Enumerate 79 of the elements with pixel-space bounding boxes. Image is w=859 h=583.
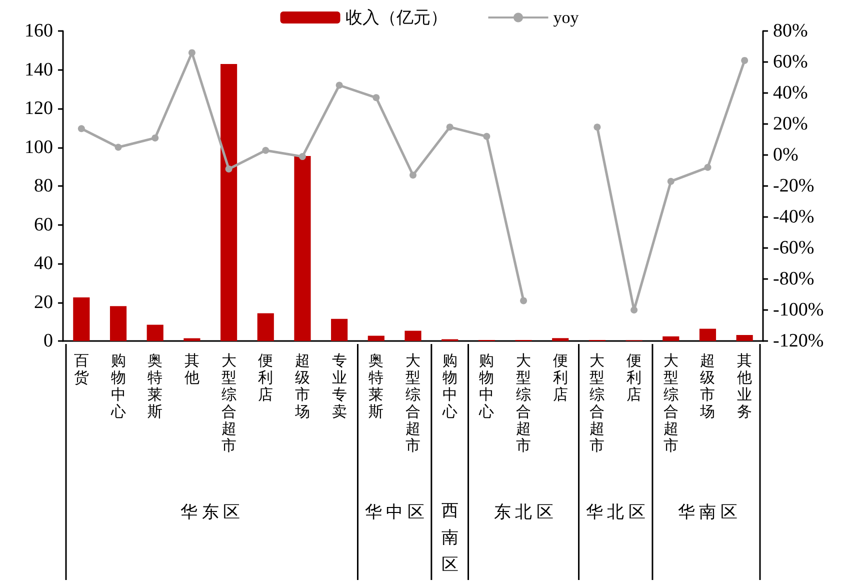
point xyxy=(188,49,196,56)
point xyxy=(372,94,380,102)
point xyxy=(704,164,712,171)
y-tick-label: 120 xyxy=(24,98,53,119)
bar xyxy=(662,336,680,341)
y2-tick-label: 0% xyxy=(773,144,798,166)
y2-tick-label: -20% xyxy=(773,176,814,196)
point xyxy=(78,125,85,132)
point xyxy=(594,124,601,131)
y-tick-label: 100 xyxy=(24,136,53,158)
point xyxy=(667,178,674,185)
x-tick-label: 购物中心 xyxy=(110,354,126,420)
x-tick-label: 其他业务 xyxy=(737,352,752,420)
point xyxy=(741,56,748,64)
y2-tick-label: 40% xyxy=(773,82,808,104)
bar xyxy=(294,156,311,341)
y-tick-label: 20 xyxy=(34,292,53,313)
point xyxy=(446,124,454,131)
y2-tick-label: -80% xyxy=(773,268,814,290)
y2-tick-label: 80% xyxy=(773,20,808,42)
y2-tick-label: -100% xyxy=(773,300,824,320)
point xyxy=(298,153,306,160)
x-tick-label: 超级市场 xyxy=(699,352,716,420)
point xyxy=(520,297,528,304)
text: 华 东 区 xyxy=(180,502,240,522)
x-tick-label: 大型综合超市 xyxy=(590,352,605,454)
bar xyxy=(404,330,422,341)
bar xyxy=(220,64,238,341)
point xyxy=(114,144,122,151)
x-tick-label: 大型综合超市 xyxy=(406,352,420,454)
bar xyxy=(331,318,348,341)
text: 华 南 区 xyxy=(678,502,738,522)
x-tick-label: 大型综合超市 xyxy=(516,352,532,454)
x-tick-label: 百货 xyxy=(74,354,89,386)
y-tick-label: 160 xyxy=(24,20,53,42)
x-tick-label: 超级市场 xyxy=(294,352,310,420)
text: 东 北 区 xyxy=(494,502,554,522)
x-tick-label: 购物中心 xyxy=(478,354,494,420)
legend-label: 收入（亿元） xyxy=(345,8,448,27)
point xyxy=(336,82,343,89)
bar xyxy=(699,328,716,341)
x-tick-label: 奥特莱斯 xyxy=(368,352,384,420)
y-tick-label: 0 xyxy=(44,330,53,352)
x-tick-label: 大型综合超市 xyxy=(221,352,236,454)
point xyxy=(225,165,232,172)
bar xyxy=(73,297,90,341)
point xyxy=(152,134,159,142)
point xyxy=(410,172,416,179)
y-tick-label: 60 xyxy=(34,214,53,236)
point xyxy=(262,146,270,154)
y2-tick-label: 60% xyxy=(773,52,808,72)
bar xyxy=(146,324,164,341)
bar xyxy=(552,338,569,341)
y2-tick-label: -60% xyxy=(773,238,814,258)
x-tick-label: 其他 xyxy=(184,352,200,386)
bar xyxy=(736,334,753,341)
x-tick-label: 便利店 xyxy=(258,354,274,404)
point xyxy=(630,306,638,314)
y2-tick-label: -40% xyxy=(773,206,814,228)
bar xyxy=(110,306,127,341)
bar xyxy=(257,313,274,341)
y-tick-label: 140 xyxy=(24,59,53,80)
bar xyxy=(368,336,384,341)
x-tick-label: 大型综合超市 xyxy=(663,352,678,454)
x-tick-label: 便利店 xyxy=(626,354,642,404)
point xyxy=(483,132,490,140)
x-tick-label: 奥特莱斯 xyxy=(148,352,163,420)
text: 华 北 区 xyxy=(586,502,646,522)
x-tick-label: 便利店 xyxy=(552,354,568,404)
text: 华 中 区 xyxy=(364,502,424,522)
y2-tick-label: 20% xyxy=(773,114,808,134)
y-tick-label: 40 xyxy=(34,253,53,274)
x-tick-label: 专业专卖 xyxy=(332,352,347,420)
legend-label: yoy xyxy=(553,8,580,27)
bar xyxy=(184,338,200,341)
text: 西南区 xyxy=(441,501,458,574)
y2-tick-label: -120% xyxy=(773,330,824,352)
x-tick-label: 购物中心 xyxy=(441,354,458,420)
y-tick-label: 80 xyxy=(34,176,53,196)
